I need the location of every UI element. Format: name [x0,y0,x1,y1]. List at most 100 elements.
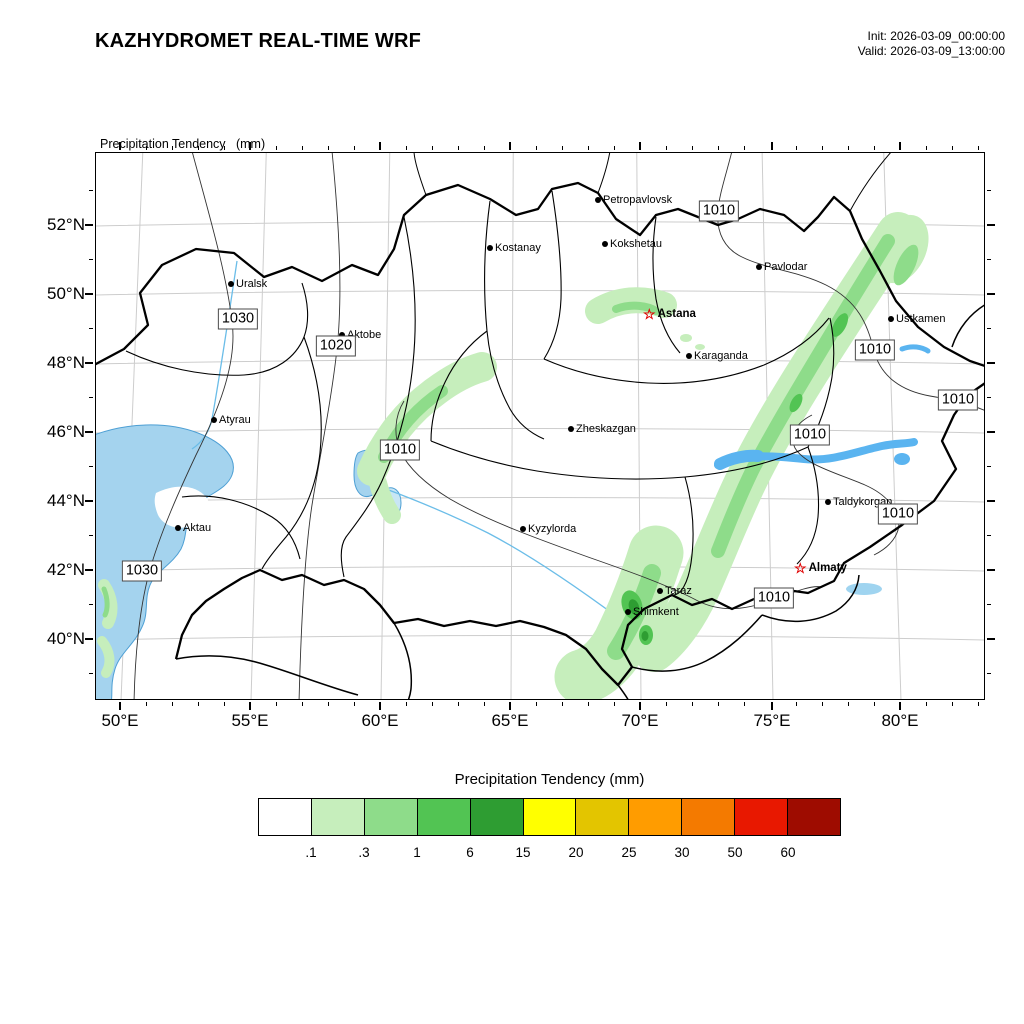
axis-tick [379,142,381,150]
axis-tick [821,146,823,150]
axis-tick [85,224,93,226]
axis-tick [145,702,147,706]
axis-tick [639,142,641,150]
legend-color-swatch [681,799,735,835]
axis-tick [249,702,251,710]
city-uralsk: Uralsk [228,278,267,290]
legend-color-swatch [522,799,576,835]
page-title: KAZHYDROMET REAL-TIME WRF [95,30,422,52]
legend-color-swatch [416,799,470,835]
pressure-label-layer: 1010 1030 1020 1010 1010 1010 1010 1010 1030 1010 [96,153,984,699]
axis-tick [987,293,995,295]
axis-tick [89,604,93,605]
pressure-label: 1010 [877,503,919,525]
axis-tick [561,146,563,150]
pressure-label: 1010 [789,424,831,446]
axis-tick [613,146,615,150]
city-dot-icon [487,245,493,251]
axis-tick [85,362,93,364]
city-dot-icon [825,499,831,505]
axis-tick [457,146,459,150]
precip-medium-spots [893,244,919,286]
city-label: Zheskazgan [576,423,636,435]
axis-tick [987,604,991,605]
legend-tick-value: 1 [413,845,421,860]
lat-tick-label: 44°N [47,491,85,510]
axis-tick [301,146,303,150]
lon-tick-label: 70°E [621,711,659,730]
legend-tick-value: 60 [780,845,796,860]
city-dot-icon [175,525,181,531]
city-astana: ☆ Astana [643,306,696,322]
axis-tick [951,146,953,150]
lon-tick-label: 75°E [753,711,791,730]
axis-tick [353,146,355,150]
axis-tick [197,702,199,706]
legend-color-bar [258,798,841,836]
pressure-label: 1010 [937,389,979,411]
legend-color-swatch [259,799,311,835]
axis-tick [89,328,93,329]
axis-tick [691,146,693,150]
lon-tick-label: 55°E [231,711,269,730]
city-pavlodar: Pavlodar [756,261,807,273]
legend-tick-value: 20 [568,845,584,860]
legend-color-swatch [575,799,629,835]
axis-tick [987,638,995,640]
axis-tick [847,702,849,706]
axis-tick [171,702,173,706]
lat-tick-label: 52°N [47,215,85,234]
city-kostanay: Kostanay [487,242,541,254]
axis-tick [327,146,329,150]
axis-tick [275,146,277,150]
legend-tick-value: 50 [727,845,743,860]
capital-star-icon: ☆ [643,306,656,322]
legend-tick-row: .1 .3 1 6 15 20 25 30 50 60 [258,845,841,863]
city-dot-icon [228,281,234,287]
axis-tick [85,569,93,571]
axis-tick [899,702,901,710]
city-label: Karaganda [694,350,748,362]
axis-tick [717,146,719,150]
city-label: Taldykorgan [833,496,893,508]
axis-tick [795,146,797,150]
axis-tick [987,535,991,536]
axis-tick [873,702,875,706]
city-label: Ustkamen [896,313,946,325]
lon-tick-label: 50°E [101,711,139,730]
graticule-lat-line [96,428,984,434]
city-label: Aktau [183,522,212,534]
axis-tick [379,702,381,710]
axis-tick [743,146,745,150]
axis-tick [987,500,995,502]
city-kokshetau: Kokshetau [602,238,662,250]
axis-tick [431,146,433,150]
axis-tick [925,702,927,706]
axis-tick [85,293,93,295]
city-petropavlovsk: Petropavlovsk [595,194,672,206]
city-dot-icon [888,316,894,322]
legend-color-swatch [787,799,840,835]
axis-tick [977,146,979,150]
legend-color-swatch [363,799,417,835]
axis-tick [89,466,93,467]
kazakhstan-border [96,181,984,687]
axis-tick [561,702,563,706]
axis-tick [925,146,927,150]
axis-tick [743,702,745,706]
layer-label-precip: Precipitation Tendency (mm) [100,137,266,151]
axis-tick [717,702,719,706]
city-zheskazgan: Zheskazgan [568,423,636,435]
city-taldykorgan: Taldykorgan [825,496,892,508]
lake-alakol [894,453,910,465]
city-label: Almaty [808,562,847,574]
city-dot-icon [568,426,574,432]
lat-tick-label: 48°N [47,353,85,372]
axis-tick [89,535,93,536]
precip-dark [628,599,649,641]
city-karaganda: Karaganda [686,350,748,362]
pressure-label: 1010 [698,200,740,222]
neighbor-borders [175,304,984,699]
axis-tick [587,146,589,150]
map-canvas [96,153,984,699]
